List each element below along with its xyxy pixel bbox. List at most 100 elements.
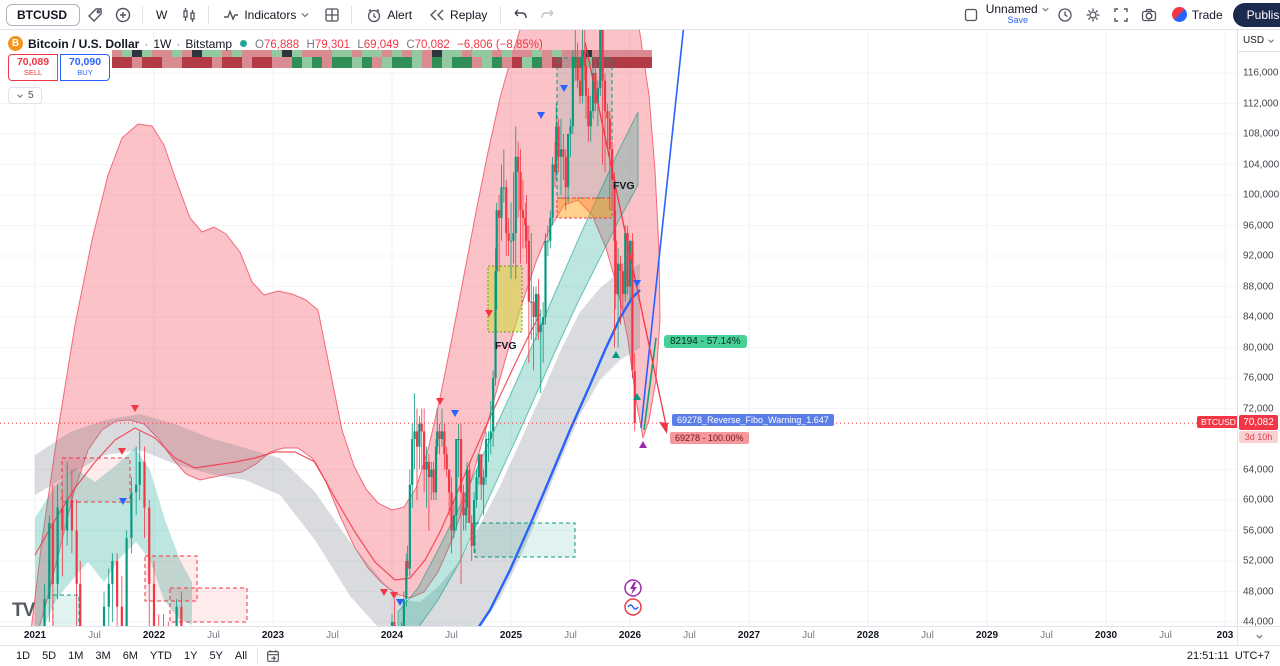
fibo-level-label[interactable]: 69278 - 100.00%	[670, 432, 749, 444]
candle-body	[492, 378, 495, 432]
candle-body	[555, 126, 558, 173]
time-tick: 2026	[618, 630, 642, 641]
trade-label: Trade	[1191, 7, 1223, 22]
range-button-1y[interactable]: 1Y	[178, 649, 203, 663]
drawing-box-green[interactable]	[474, 522, 576, 558]
heatmap-cell	[412, 57, 422, 68]
chart-legend[interactable]: B Bitcoin / U.S. Dollar · 1W · Bitstamp …	[8, 36, 547, 51]
candle-body	[402, 599, 405, 626]
compare-add-icon[interactable]	[110, 3, 136, 27]
indicators-collapse-button[interactable]: 5	[8, 87, 42, 104]
drawing-box-green[interactable]	[52, 594, 80, 626]
range-button-3m[interactable]: 3M	[89, 649, 116, 663]
range-button-5d[interactable]: 5D	[36, 649, 62, 663]
go-to-date-icon[interactable]	[262, 647, 284, 665]
candle-body	[521, 210, 524, 218]
signal-marker-bd[interactable]	[560, 85, 568, 92]
price-tick: 108,000	[1243, 128, 1280, 140]
range-button-1m[interactable]: 1M	[62, 649, 89, 663]
fvg-label[interactable]: FVG	[495, 340, 517, 352]
publish-button[interactable]: Publish	[1232, 2, 1280, 27]
drawing-box-red[interactable]	[61, 457, 131, 503]
drawing-box-orange[interactable]	[556, 197, 613, 219]
candle-style-icon[interactable]	[176, 3, 202, 27]
candle-body	[571, 57, 574, 127]
trade-button[interactable]: Trade	[1164, 4, 1231, 25]
range-button-all[interactable]: All	[229, 649, 253, 663]
signal-marker-rd[interactable]	[436, 398, 444, 405]
range-button-ytd[interactable]: YTD	[144, 649, 178, 663]
heatmap-cell	[602, 57, 612, 68]
replay-label: Replay	[450, 7, 488, 22]
clock-history-icon[interactable]	[1052, 3, 1078, 27]
fullscreen-icon[interactable]	[1108, 3, 1134, 27]
signal-marker-rd[interactable]	[131, 405, 139, 412]
drawing-box-red[interactable]	[169, 587, 248, 623]
scale-menu-button[interactable]	[1238, 626, 1280, 645]
save-button[interactable]: Save	[1007, 15, 1028, 25]
timezone-button[interactable]: UTC+7	[1234, 650, 1270, 662]
heatmap-cell	[322, 50, 332, 57]
time-axis[interactable]: 2021 Jul 2022 Jul 2023 Jul 2024 Jul 2025 Jul 2026 J…	[0, 626, 1237, 645]
range-button-1d[interactable]: 1D	[10, 649, 36, 663]
camera-snapshot-icon[interactable]	[1136, 3, 1162, 27]
price-tick: 64,000	[1243, 464, 1274, 475]
fibo-target-label[interactable]: 82194 - 57.14%	[664, 335, 747, 348]
heatmap-cell	[302, 57, 312, 68]
green-projection-line[interactable]	[643, 337, 657, 431]
candle-body	[470, 522, 473, 546]
chart-area[interactable]: BTCUSD FVG FVG 82194 - 57.14% 69278_Reverse…	[0, 30, 1237, 645]
drawing-box-lime[interactable]	[487, 265, 523, 333]
range-button-6m[interactable]: 6M	[117, 649, 144, 663]
heatmap-cell	[522, 50, 532, 57]
heatmap-cell	[332, 50, 342, 57]
chart-labels-layer: BTCUSD FVG FVG 82194 - 57.14% 69278_Reverse…	[0, 30, 1237, 626]
replay-button[interactable]: Replay	[421, 3, 494, 27]
alert-button[interactable]: Alert	[358, 3, 419, 27]
candle-body	[455, 439, 458, 516]
redo-icon[interactable]	[535, 3, 561, 27]
heatmap-cell	[612, 57, 622, 68]
price-tick: 60,000	[1243, 494, 1274, 506]
signal-marker-bd[interactable]	[633, 280, 641, 287]
undo-icon[interactable]	[507, 3, 533, 27]
range-button-5y[interactable]: 5Y	[203, 649, 228, 663]
sell-button[interactable]: 70,089 SELL	[8, 54, 58, 81]
signal-marker-rd[interactable]	[485, 310, 493, 317]
candle-body	[79, 583, 82, 626]
heatmap-cell	[402, 57, 412, 68]
blue-projection-line[interactable]	[640, 30, 685, 429]
signal-marker-pu[interactable]	[639, 441, 647, 448]
layout-grid-icon[interactable]	[319, 3, 345, 27]
layout-name-button[interactable]: Unnamed Save	[986, 3, 1050, 25]
signal-marker-gu[interactable]	[633, 393, 641, 400]
panel-toggle-icon[interactable]	[958, 3, 984, 27]
heatmap-cell	[432, 57, 442, 68]
buy-button[interactable]: 70,090 BUY	[60, 54, 110, 81]
symbol-tag-icon[interactable]	[82, 3, 108, 27]
green-ribbon	[397, 111, 639, 626]
signal-marker-bd[interactable]	[119, 498, 127, 505]
fibo-warning-label[interactable]: 69278_Reverse_Fibo_Warning_1.647	[672, 414, 834, 426]
signal-marker-bd[interactable]	[451, 410, 459, 417]
currency-button[interactable]: USD	[1238, 30, 1280, 52]
heatmap-cell	[622, 50, 632, 57]
candle-body	[116, 561, 119, 607]
indicators-button[interactable]: Indicators	[215, 3, 317, 27]
time-tick: 2028	[856, 630, 880, 641]
signal-marker-rd[interactable]	[118, 448, 126, 455]
settings-gear-icon[interactable]	[1080, 3, 1106, 27]
signal-marker-bd[interactable]	[396, 599, 404, 606]
signal-marker-gu[interactable]	[612, 351, 620, 358]
signal-marker-bd[interactable]	[537, 112, 545, 119]
signal-marker-rd[interactable]	[380, 589, 388, 596]
candle-body	[484, 439, 488, 478]
red-projection-line[interactable]	[584, 41, 668, 431]
symbol-search[interactable]: BTCUSD	[6, 3, 80, 26]
fvg-label[interactable]: FVG	[613, 180, 635, 192]
price-axis[interactable]: USD 70,082 3d 10h 116,000 112,000 108,000 1…	[1237, 30, 1280, 645]
price-chart[interactable]	[0, 30, 1237, 626]
time-tick: Jul	[326, 630, 339, 641]
signal-marker-rd[interactable]	[390, 592, 398, 599]
interval-button[interactable]: W	[149, 5, 174, 25]
